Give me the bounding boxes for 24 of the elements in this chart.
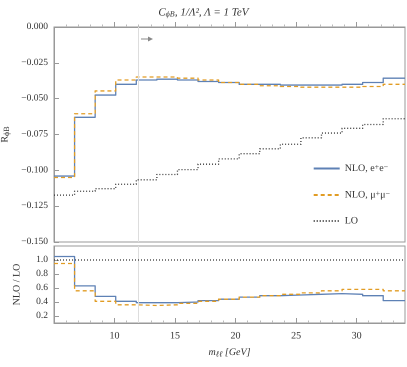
x-tick-label: 15 [170, 330, 180, 342]
y-tick-label: 0.6 [36, 283, 48, 293]
y-tick-label: −0.025 [21, 58, 48, 68]
y-tick-label: 0.8 [36, 269, 48, 279]
y-tick-label: −0.125 [21, 201, 48, 212]
y-axis-title: NLO / LO [12, 264, 22, 306]
y-axis-title: RϕB [0, 126, 11, 143]
y-tick-label: −0.075 [21, 130, 48, 140]
x-axis-title: mℓℓ [GeV] [208, 347, 251, 358]
y-tick-label: 1.0 [36, 255, 48, 265]
y-tick-label: 0.000 [26, 22, 48, 32]
y-tick-label: −0.150 [21, 237, 48, 247]
x-tick-label: 20 [230, 330, 241, 342]
y-tick-label: −0.100 [21, 165, 48, 176]
legend-label: NLO, e+e− [344, 162, 389, 174]
y-tick-label: −0.050 [21, 94, 48, 104]
y-tick-label: 0.4 [36, 297, 48, 307]
y-tick-label: 0.2 [36, 311, 48, 321]
legend-label: LO [344, 216, 358, 226]
x-tick-label: 25 [291, 330, 302, 342]
chart-title: CϕB, 1/Λ², Λ = 1 TeV [158, 6, 250, 18]
x-tick-label: 10 [110, 330, 120, 342]
legend-label: NLO, μ+μ− [344, 189, 390, 200]
x-tick-label: 30 [352, 330, 362, 342]
